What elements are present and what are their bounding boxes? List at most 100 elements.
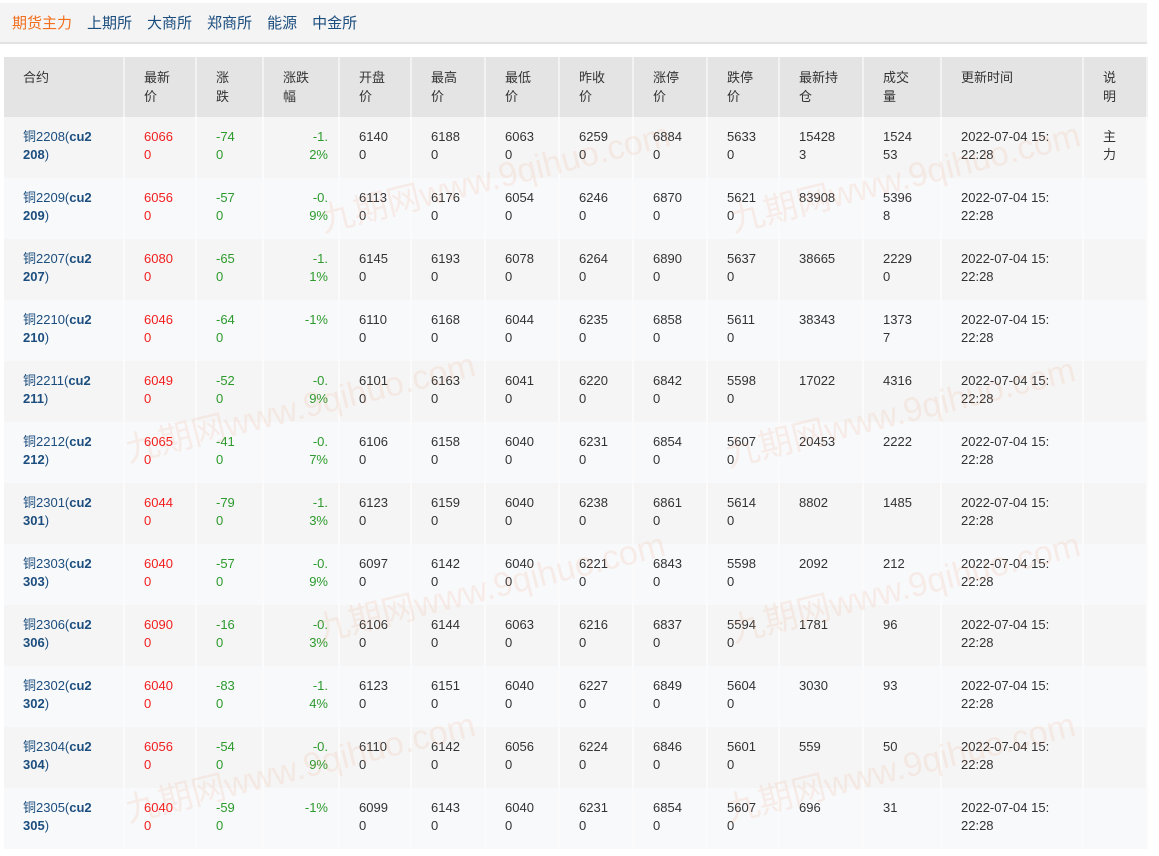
contract-name[interactable]: 铜2306 xyxy=(23,617,65,632)
tab-main-futures[interactable]: 期货主力 xyxy=(12,15,73,32)
cell-contract[interactable]: 铜2303(cu2303) xyxy=(4,544,125,605)
open-interest-value: 154283 xyxy=(799,129,836,162)
cell-contract[interactable]: 铜2304(cu2304) xyxy=(4,727,125,788)
tab-cffex[interactable]: 中金所 xyxy=(312,15,358,32)
table-row: 铜2304(cu2304) 60560 -540 -0.9% 61100 61420 605… xyxy=(4,727,1148,788)
contract-code[interactable]: cu2303 xyxy=(23,556,92,589)
header-update-time: 更新时间 xyxy=(941,57,1084,117)
limit-up-value: 68430 xyxy=(653,556,682,589)
change-pct-value: -0.9% xyxy=(309,373,328,406)
tab-ine[interactable]: 能源 xyxy=(267,15,298,32)
cell-limit-up: 68610 xyxy=(633,483,708,544)
contract-name[interactable]: 铜2301 xyxy=(23,495,65,510)
cell-volume: 212 xyxy=(863,544,942,605)
change-pct-value: -0.9% xyxy=(309,556,328,589)
contract-link[interactable]: 铜2209(cu2209) xyxy=(23,190,92,223)
contract-code[interactable]: cu2302 xyxy=(23,678,92,711)
open-value: 61100 xyxy=(359,739,387,772)
contract-link[interactable]: 铜2210(cu2210) xyxy=(23,312,92,345)
contract-link[interactable]: 铜2304(cu2304) xyxy=(23,739,92,772)
contract-name[interactable]: 铜2208 xyxy=(23,129,65,144)
cell-open-interest: 2092 xyxy=(779,544,864,605)
change-value: -650 xyxy=(216,251,235,284)
cell-contract[interactable]: 铜2306(cu2306) xyxy=(4,605,125,666)
cell-contract[interactable]: 铜2212(cu2212) xyxy=(4,422,125,483)
contract-code[interactable]: cu2306 xyxy=(23,617,92,650)
contract-link[interactable]: 铜2303(cu2303) xyxy=(23,556,92,589)
limit-down-value: 56140 xyxy=(727,495,756,528)
contract-code[interactable]: cu2210 xyxy=(23,312,92,345)
cell-volume: 4316 xyxy=(863,361,942,422)
contract-name[interactable]: 铜2303 xyxy=(23,556,65,571)
header-label: 最新持仓 xyxy=(799,70,839,104)
cell-contract[interactable]: 铜2211(cu2211) xyxy=(4,361,125,422)
limit-up-value: 68700 xyxy=(653,190,682,223)
contract-code[interactable]: cu2301 xyxy=(23,495,92,528)
contract-link[interactable]: 铜2211(cu2211) xyxy=(23,373,91,406)
change-pct-value: -1.2% xyxy=(309,129,328,162)
low-value: 60400 xyxy=(505,678,534,711)
cell-update-time: 2022-07-04 15:22:28 xyxy=(941,666,1084,727)
header-label: 最新价 xyxy=(144,70,171,104)
table-header: 合约 最新价 涨跌 涨跌幅 开盘价 最高价 最低价 昨收价 涨停价 跌停价 最新持仓 成交量 更新时间 说… xyxy=(4,57,1148,117)
contract-name[interactable]: 铜2302 xyxy=(23,678,65,693)
cell-open-interest: 38343 xyxy=(779,300,864,361)
table-row: 铜2212(cu2212) 60650 -410 -0.7% 61060 61580 604… xyxy=(4,422,1148,483)
tab-dce[interactable]: 大商所 xyxy=(147,15,193,32)
contract-link[interactable]: 铜2207(cu2207) xyxy=(23,251,92,284)
cell-prev-close: 62210 xyxy=(559,544,634,605)
cell-contract[interactable]: 铜2209(cu2209) xyxy=(4,178,125,239)
table-row: 铜2207(cu2207) 60800 -650 -1.1% 61450 61930 607… xyxy=(4,239,1148,300)
low-value: 60630 xyxy=(505,129,534,162)
header-limit-down: 跌停价 xyxy=(707,57,780,117)
table-row: 铜2211(cu2211) 60490 -520 -0.9% 61010 61630 604… xyxy=(4,361,1148,422)
cell-contract[interactable]: 铜2301(cu2301) xyxy=(4,483,125,544)
update-time-value: 2022-07-04 15:22:28 xyxy=(961,800,1050,833)
cell-contract[interactable]: 铜2210(cu2210) xyxy=(4,300,125,361)
last-price-value: 60400 xyxy=(144,800,173,833)
cell-limit-down: 55980 xyxy=(707,544,780,605)
contract-code[interactable]: cu2304 xyxy=(23,739,92,772)
contract-link[interactable]: 铜2212(cu2212) xyxy=(23,434,92,467)
cell-volume: 152453 xyxy=(863,117,942,178)
open-value: 60990 xyxy=(359,800,388,833)
change-pct-value: -1.3% xyxy=(309,495,328,528)
high-value: 61440 xyxy=(431,617,460,650)
contract-name[interactable]: 铜2209 xyxy=(23,190,65,205)
contract-link[interactable]: 铜2302(cu2302) xyxy=(23,678,92,711)
contract-link[interactable]: 铜2306(cu2306) xyxy=(23,617,92,650)
note-value: 主力 xyxy=(1103,129,1117,162)
contract-name[interactable]: 铜2212 xyxy=(23,434,65,449)
table-row: 铜2301(cu2301) 60440 -790 -1.3% 61230 61590 604… xyxy=(4,483,1148,544)
limit-down-value: 56040 xyxy=(727,678,756,711)
contract-name[interactable]: 铜2211 xyxy=(23,373,64,388)
contract-code[interactable]: cu2209 xyxy=(23,190,92,223)
contract-code[interactable]: cu2207 xyxy=(23,251,92,284)
contract-code[interactable]: cu2208 xyxy=(23,129,92,162)
tab-czce[interactable]: 郑商所 xyxy=(207,15,253,32)
cell-open: 61060 xyxy=(339,605,412,666)
open-value: 61400 xyxy=(359,129,388,162)
contract-name[interactable]: 铜2207 xyxy=(23,251,65,266)
tab-shfe[interactable]: 上期所 xyxy=(87,15,133,32)
cell-open: 61100 xyxy=(339,727,412,788)
contract-link[interactable]: 铜2208(cu2208) xyxy=(23,129,92,162)
low-value: 60400 xyxy=(505,800,534,833)
contract-link[interactable]: 铜2301(cu2301) xyxy=(23,495,92,528)
contract-name[interactable]: 铜2304 xyxy=(23,739,65,754)
cell-contract[interactable]: 铜2207(cu2207) xyxy=(4,239,125,300)
update-time-value: 2022-07-04 15:22:28 xyxy=(961,556,1050,589)
cell-limit-up: 68460 xyxy=(633,727,708,788)
cell-contract[interactable]: 铜2305(cu2305) xyxy=(4,788,125,849)
contract-code[interactable]: cu2211 xyxy=(23,373,91,406)
contract-code[interactable]: cu2212 xyxy=(23,434,92,467)
contract-link[interactable]: 铜2305(cu2305) xyxy=(23,800,92,833)
contract-code[interactable]: cu2305 xyxy=(23,800,92,833)
prev-close-value: 62160 xyxy=(579,617,608,650)
contract-name[interactable]: 铜2305 xyxy=(23,800,65,815)
low-value: 60400 xyxy=(505,495,534,528)
cell-contract[interactable]: 铜2208(cu2208) xyxy=(4,117,125,178)
contract-name[interactable]: 铜2210 xyxy=(23,312,65,327)
cell-contract[interactable]: 铜2302(cu2302) xyxy=(4,666,125,727)
cell-limit-down: 56370 xyxy=(707,239,780,300)
